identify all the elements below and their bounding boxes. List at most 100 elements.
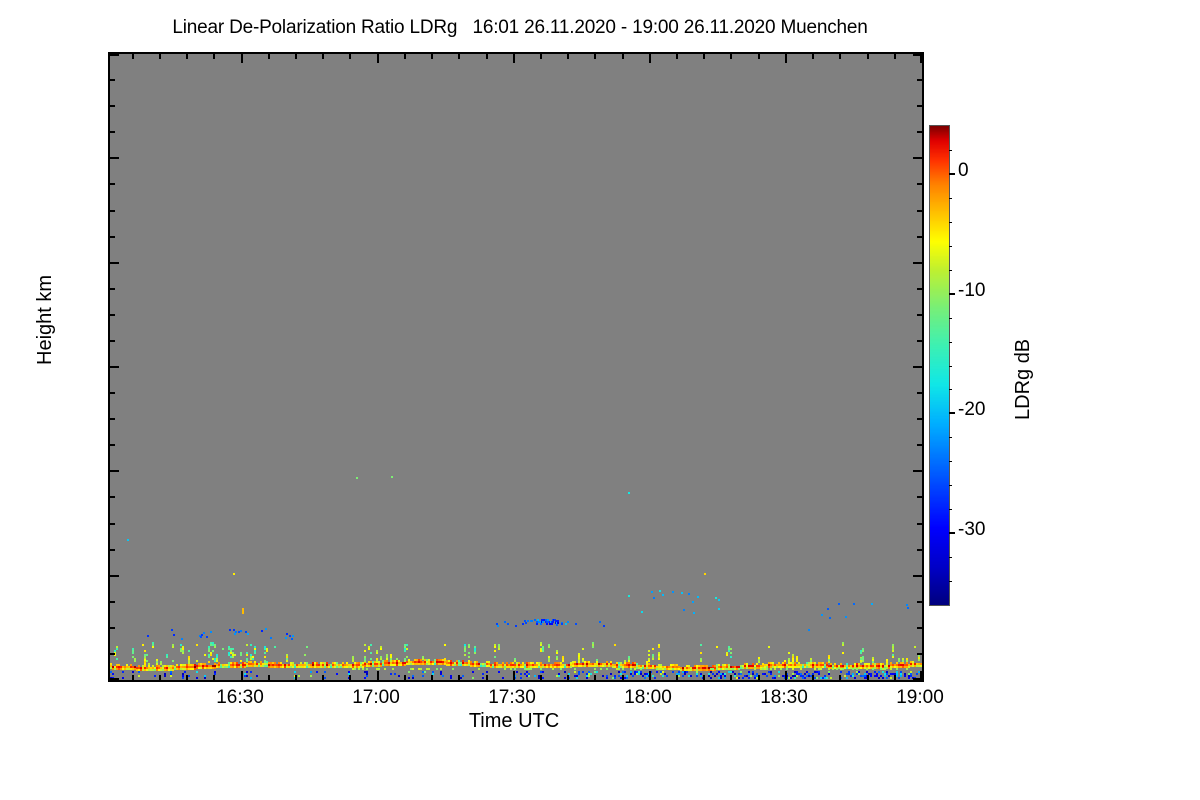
x-tick-minor [867, 675, 869, 680]
colorbar-tick-minor [949, 461, 952, 462]
y-tick-minor-right [917, 444, 922, 446]
y-tick-minor [110, 131, 115, 133]
colorbar-tick-label: -30 [958, 519, 985, 541]
colorbar-tick-minor [949, 150, 952, 151]
x-tick-minor-top [268, 54, 270, 59]
colorbar-tick-label: -10 [958, 280, 985, 302]
x-tick-minor [676, 675, 678, 680]
y-tick-minor [110, 340, 115, 342]
colorbar-tick-label: 0 [958, 160, 969, 182]
y-tick-minor-right [917, 288, 922, 290]
x-tick-minor-top [730, 54, 732, 59]
x-tick-minor [567, 675, 569, 680]
y-tick-minor-right [917, 236, 922, 238]
x-tick-major [377, 671, 379, 680]
x-tick-minor [159, 675, 161, 680]
colorbar-tick-minor [949, 437, 952, 438]
x-tick-label: 17:00 [316, 687, 436, 709]
page-title: Linear De-Polarization Ratio LDRg 16:01 … [0, 17, 1040, 39]
x-tick-minor-top [676, 54, 678, 59]
y-tick-minor [110, 288, 115, 290]
x-tick-minor [458, 675, 460, 680]
x-tick-minor-top [322, 54, 324, 59]
colorbar-tick-minor [949, 342, 952, 343]
y-tick-major-right [913, 366, 922, 368]
y-tick-major-right [913, 470, 922, 472]
y-tick-minor-right [917, 210, 922, 212]
y-tick-minor [110, 496, 115, 498]
x-tick-minor [213, 675, 215, 680]
y-tick-minor [110, 314, 115, 316]
x-tick-minor [540, 675, 542, 680]
y-tick-major [110, 262, 119, 264]
colorbar-tick-major [949, 173, 955, 175]
colorbar-tick-minor [949, 222, 952, 223]
x-tick-minor [594, 675, 596, 680]
figure-canvas: Linear De-Polarization Ratio LDRg 16:01 … [0, 0, 1200, 800]
colorbar [929, 125, 950, 606]
x-tick-minor-top [540, 54, 542, 59]
colorbar-gradient [930, 126, 949, 605]
colorbar-tick-label: -20 [958, 399, 985, 421]
x-tick-minor [322, 675, 324, 680]
x-tick-minor [295, 675, 297, 680]
x-tick-label: 18:30 [724, 687, 844, 709]
y-tick-minor [110, 418, 115, 420]
colorbar-tick-minor [949, 509, 952, 510]
plot-axes-frame [108, 52, 924, 682]
x-tick-major [513, 671, 515, 680]
y-tick-minor-right [917, 601, 922, 603]
y-tick-minor-right [917, 549, 922, 551]
x-tick-minor-top [458, 54, 460, 59]
x-tick-minor [622, 675, 624, 680]
y-tick-minor-right [917, 340, 922, 342]
x-tick-minor [894, 675, 896, 680]
y-tick-minor-right [917, 392, 922, 394]
x-tick-major-top [513, 54, 515, 63]
y-tick-minor-right [917, 523, 922, 525]
colorbar-tick-minor [949, 318, 952, 319]
x-axis-title: Time UTC [108, 710, 920, 733]
x-tick-minor-top [431, 54, 433, 59]
y-tick-minor [110, 210, 115, 212]
y-tick-major [110, 575, 119, 577]
colorbar-tick-major [949, 532, 955, 534]
x-tick-minor-top [132, 54, 134, 59]
colorbar-title: LDRg dB [1012, 339, 1035, 420]
x-tick-minor [404, 675, 406, 680]
colorbar-tick-minor [949, 270, 952, 271]
x-tick-minor-top [594, 54, 596, 59]
y-tick-minor [110, 653, 115, 655]
y-tick-minor [110, 236, 115, 238]
x-tick-minor [730, 675, 732, 680]
x-tick-label: 17:30 [452, 687, 572, 709]
x-tick-minor-top [349, 54, 351, 59]
colorbar-tick-minor [949, 581, 952, 582]
x-tick-minor-top [703, 54, 705, 59]
colorbar-tick-minor [949, 198, 952, 199]
x-tick-major-top [649, 54, 651, 63]
y-tick-minor-right [917, 131, 922, 133]
colorbar-tick-minor [949, 246, 952, 247]
x-tick-minor-top [186, 54, 188, 59]
y-tick-minor [110, 105, 115, 107]
heatmap-data-canvas [110, 54, 922, 680]
y-tick-major [110, 678, 119, 680]
y-tick-minor-right [917, 627, 922, 629]
x-tick-minor [431, 675, 433, 680]
y-tick-minor-right [917, 105, 922, 107]
x-tick-minor [839, 675, 841, 680]
x-tick-minor-top [812, 54, 814, 59]
y-tick-minor [110, 627, 115, 629]
x-tick-minor-top [758, 54, 760, 59]
colorbar-tick-minor [949, 389, 952, 390]
y-tick-major-right [913, 157, 922, 159]
y-tick-minor-right [917, 496, 922, 498]
x-tick-major-top [241, 54, 243, 63]
x-tick-minor-top [486, 54, 488, 59]
x-tick-minor [703, 675, 705, 680]
colorbar-tick-major [949, 412, 955, 414]
y-tick-minor [110, 523, 115, 525]
x-tick-minor-top [867, 54, 869, 59]
y-tick-minor-right [917, 183, 922, 185]
